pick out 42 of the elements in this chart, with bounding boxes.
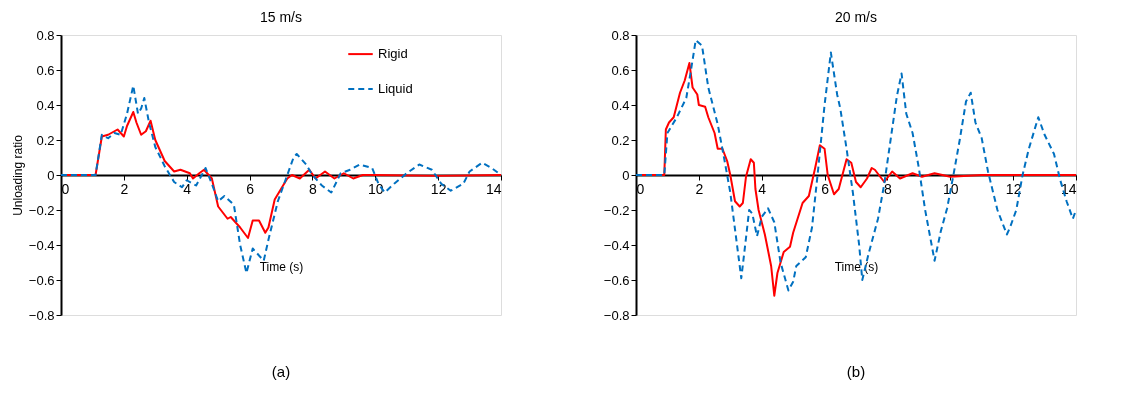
y-tick-label: 0.4	[36, 97, 55, 113]
x-tick-label: 4	[758, 180, 767, 197]
legend-label: Liquid	[378, 81, 413, 97]
legend-label: Rigid	[378, 46, 408, 62]
x-tick-label: 0	[636, 180, 645, 197]
text: (b)	[846, 363, 866, 380]
x-tick-label: 2	[120, 180, 129, 197]
y-tick-label: 0.8	[36, 27, 55, 43]
x-tick-label: 12	[1005, 180, 1022, 197]
chart-title: 20 m/s	[834, 9, 878, 25]
y-tick-label: −0.2	[28, 202, 55, 218]
y-tick-label: −0.8	[28, 307, 55, 323]
y-tick-label: 0.2	[36, 132, 55, 148]
y-tick-label: −0.4	[28, 237, 55, 253]
x-tick-label: 14	[1060, 180, 1077, 197]
chart-title: 15 m/s	[259, 9, 303, 25]
y-tick-label: 0.8	[611, 27, 630, 43]
x-tick-label: 14	[485, 180, 502, 197]
x-axis-title: Time (s)	[259, 259, 304, 274]
y-tick-label: 0	[622, 167, 630, 183]
y-tick-label: −0.2	[603, 202, 630, 218]
text: (a)	[271, 363, 291, 380]
x-tick-label: 2	[695, 180, 704, 197]
y-tick-label: −0.6	[603, 272, 630, 288]
x-tick-label: 8	[884, 180, 893, 197]
x-tick-label: 6	[821, 180, 830, 197]
y-tick-label: 0.4	[611, 97, 630, 113]
x-tick-label: 10	[368, 180, 384, 197]
x-tick-label: 0	[61, 180, 70, 197]
y-axis-title: Unloading ratio	[10, 134, 25, 216]
y-tick-label: 0.6	[36, 62, 55, 78]
x-tick-label: 12	[430, 180, 447, 197]
y-tick-label: 0	[47, 167, 55, 183]
y-tick-label: −0.6	[28, 272, 55, 288]
y-tick-label: 0.6	[611, 62, 630, 78]
x-tick-label: 4	[183, 180, 192, 197]
x-tick-label: 10	[943, 180, 959, 197]
x-tick-label: 8	[309, 180, 318, 197]
y-tick-label: −0.8	[603, 307, 630, 323]
x-tick-label: 6	[246, 180, 255, 197]
y-tick-label: 0.2	[611, 132, 630, 148]
y-tick-label: −0.4	[603, 237, 630, 253]
